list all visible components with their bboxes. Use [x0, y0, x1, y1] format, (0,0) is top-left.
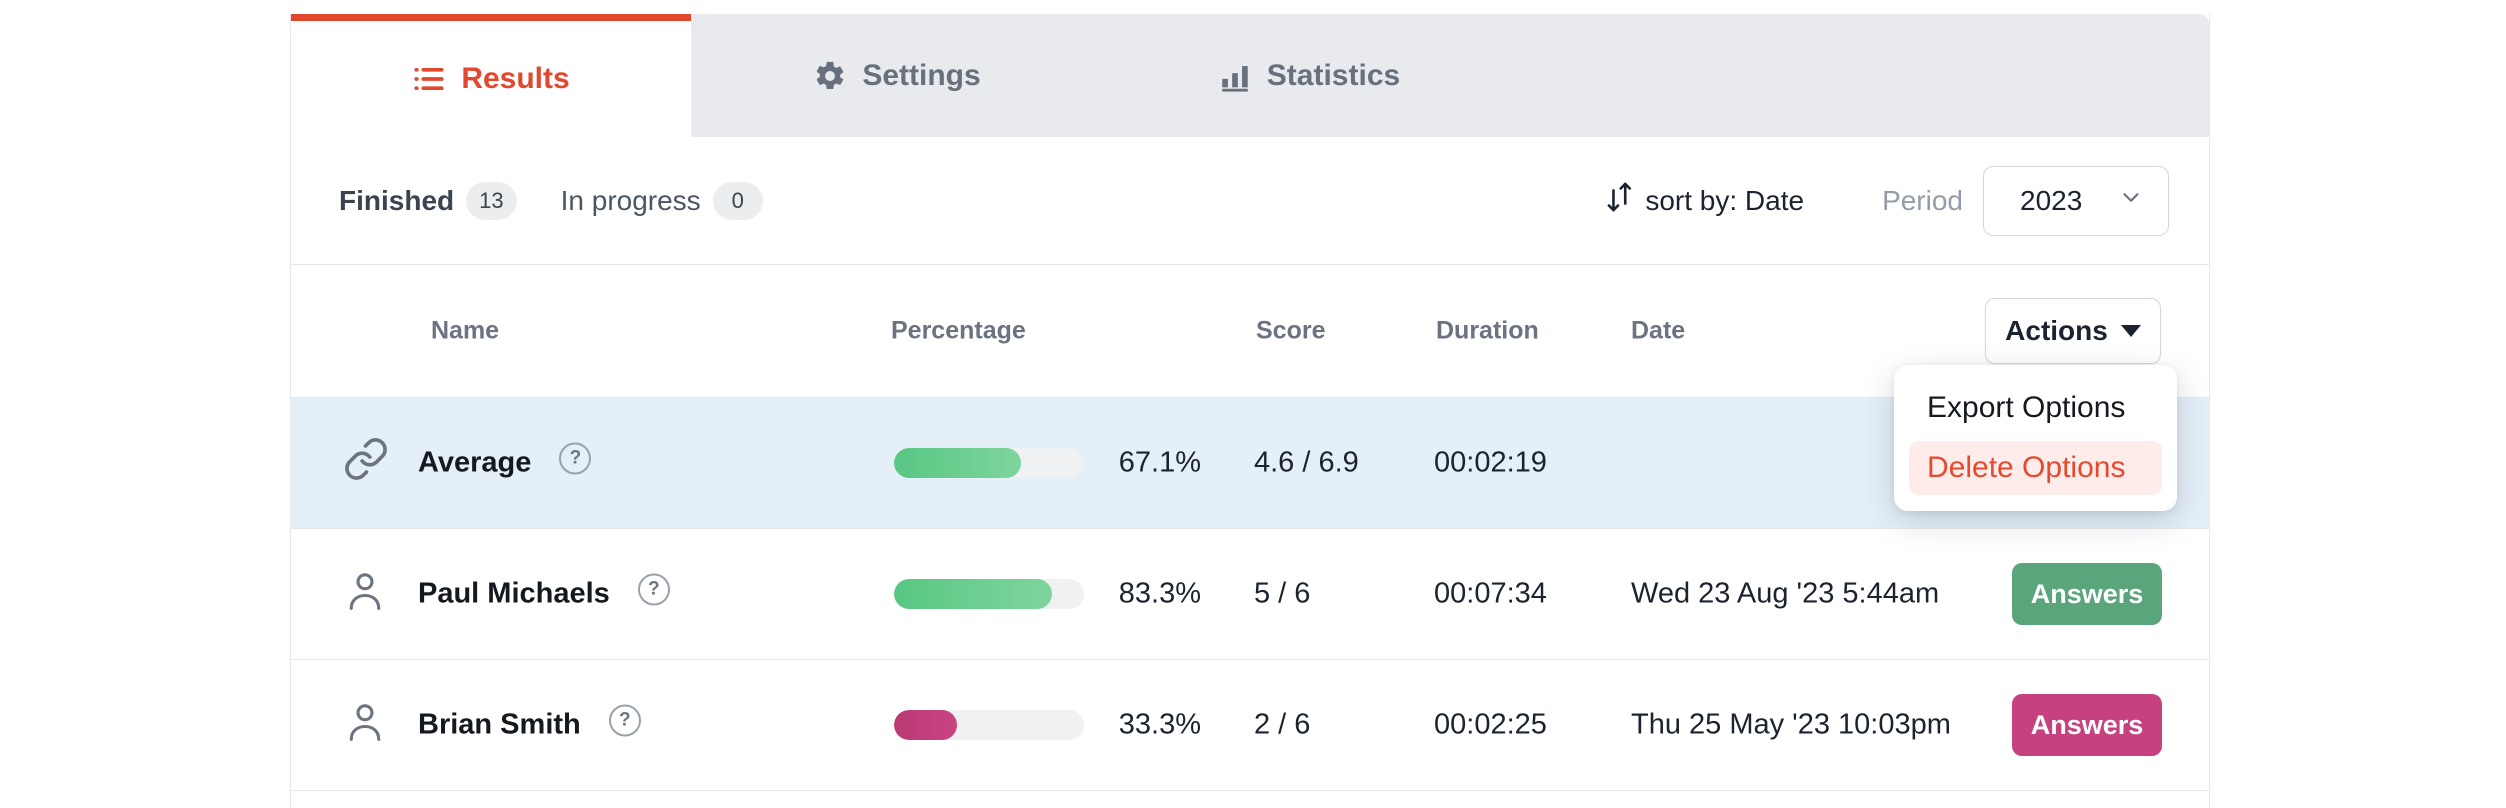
score-value: 2 / 6 — [1254, 708, 1311, 741]
table-header-row: Name Percentage Score Duration Date Acti… — [291, 265, 2209, 398]
link-icon — [343, 436, 389, 490]
actions-dropdown-menu: Export Options Delete Options — [1894, 365, 2177, 511]
finished-count-badge: 13 — [466, 181, 517, 220]
row-name: Average — [418, 446, 532, 479]
column-header-score: Score — [1256, 316, 1326, 345]
sort-by-control[interactable]: sort by: Date — [1605, 180, 1804, 221]
answers-button[interactable]: Answers — [2012, 694, 2162, 756]
menu-item-delete-options[interactable]: Delete Options — [1909, 441, 2162, 495]
actions-button[interactable]: Actions — [1985, 298, 2161, 364]
percentage-bar — [894, 579, 1084, 609]
row-name-cell: Paul Michaels ? — [418, 573, 670, 611]
tab-results[interactable]: Results — [291, 14, 691, 137]
score-value: 5 / 6 — [1254, 577, 1311, 610]
filter-in-progress[interactable]: In progress 0 — [560, 181, 763, 220]
toolbar-right: sort by: Date Period 2023 — [1605, 165, 2169, 236]
duration-value: 00:07:34 — [1434, 577, 1547, 610]
actions-button-label: Actions — [2005, 315, 2108, 346]
tab-settings[interactable]: Settings — [691, 14, 1103, 137]
percentage-value: 83.3% — [1118, 577, 1201, 610]
table-row-paul-michaels[interactable]: Paul Michaels ? 83.3% 5 / 6 00:07:34 Wed… — [291, 529, 2209, 660]
bar-chart-icon — [1218, 59, 1252, 93]
tab-bar: Results Settings Statistics — [291, 14, 2209, 137]
row-name-cell: Average ? — [418, 442, 592, 480]
gear-icon — [813, 59, 847, 93]
person-icon — [343, 567, 387, 621]
list-icon — [412, 62, 446, 96]
help-icon[interactable]: ? — [637, 573, 670, 605]
period-select-value: 2023 — [2020, 184, 2083, 216]
score-value: 4.6 / 6.9 — [1254, 446, 1359, 479]
percentage-value: 33.3% — [1118, 708, 1201, 741]
sort-by-label: sort by: Date — [1645, 184, 1805, 216]
filter-finished-label: Finished — [339, 184, 455, 216]
column-header-name: Name — [431, 316, 500, 345]
duration-value: 00:02:25 — [1434, 708, 1547, 741]
help-icon[interactable]: ? — [608, 704, 641, 736]
row-name: Paul Michaels — [418, 577, 610, 610]
chevron-down-icon — [2118, 184, 2144, 217]
table-row-average[interactable]: Average ? 67.1% 4.6 / 6.9 00:02:19 — [291, 398, 2209, 529]
menu-item-export-options[interactable]: Export Options — [1927, 391, 2126, 424]
percentage-bar — [894, 710, 1084, 740]
sort-arrows-icon — [1605, 180, 1635, 221]
percentage-bar — [894, 448, 1084, 478]
percentage-value: 67.1% — [1118, 446, 1201, 479]
period-select[interactable]: 2023 — [1983, 165, 2169, 236]
table-row-brian-smith[interactable]: Brian Smith ? 33.3% 2 / 6 00:02:25 Thu 2… — [291, 660, 2209, 791]
in-progress-count-badge: 0 — [712, 181, 763, 220]
period-label: Period — [1882, 184, 1963, 216]
person-icon — [343, 698, 387, 752]
tab-settings-label: Settings — [862, 58, 981, 92]
tab-results-label: Results — [461, 62, 570, 95]
filter-in-progress-label: In progress — [560, 184, 701, 216]
filter-bar: Finished 13 In progress 0 sort by: Date — [291, 137, 2209, 265]
caret-down-icon — [2120, 325, 2141, 337]
table-row-partial — [291, 791, 2209, 808]
date-value: Thu 25 May '23 10:03pm — [1631, 708, 1951, 741]
answers-button[interactable]: Answers — [2012, 563, 2162, 625]
help-icon[interactable]: ? — [559, 442, 592, 474]
tab-statistics[interactable]: Statistics — [1103, 14, 1515, 137]
duration-value: 00:02:19 — [1434, 446, 1547, 479]
tab-statistics-label: Statistics — [1266, 58, 1401, 92]
row-name-cell: Brian Smith ? — [418, 704, 641, 742]
column-header-date: Date — [1631, 316, 1686, 345]
date-value: Wed 23 Aug '23 5:44am — [1631, 577, 1940, 610]
row-name: Brian Smith — [418, 708, 581, 741]
column-header-percentage: Percentage — [891, 316, 1026, 345]
filter-finished[interactable]: Finished 13 — [339, 181, 517, 220]
column-header-duration: Duration — [1436, 316, 1539, 345]
results-card: Results Settings Statistics Finished — [290, 14, 2210, 808]
